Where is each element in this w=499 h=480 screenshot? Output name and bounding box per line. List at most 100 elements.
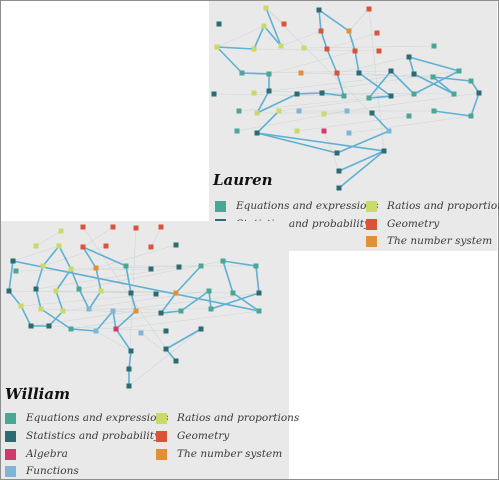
- equations-node: [341, 93, 347, 99]
- equations-swatch: [215, 200, 226, 212]
- ratios-node: [276, 108, 282, 114]
- geometry-node: [366, 6, 372, 12]
- faint-link: [95, 244, 177, 269]
- number-system-swatch: [366, 235, 377, 247]
- statistics-node: [266, 88, 272, 94]
- learning-path-branch: [128, 350, 132, 370]
- faint-link: [253, 73, 415, 94]
- statistics-node: [6, 288, 12, 294]
- equations-node: [178, 308, 184, 314]
- ratios-node: [278, 43, 284, 49]
- learning-path: [8, 245, 137, 332]
- geometry-node: [133, 225, 139, 231]
- statistics-swatch: [5, 430, 16, 442]
- functions-node: [86, 306, 92, 312]
- geometry-node: [80, 244, 86, 250]
- faint-link: [20, 293, 157, 307]
- functions-swatch: [5, 465, 16, 477]
- equations-node: [468, 78, 474, 84]
- equations-node: [256, 308, 262, 314]
- statistics-node: [173, 242, 179, 248]
- legend-label: Equations and expressions: [236, 200, 379, 212]
- ratios-node: [38, 306, 44, 312]
- faint-link: [241, 70, 392, 74]
- ratios-node: [98, 288, 104, 294]
- equations-node: [76, 286, 82, 292]
- statistics-node: [254, 130, 260, 136]
- legend-label: Geometry: [387, 218, 440, 230]
- ratios-node: [254, 110, 260, 116]
- learning-path-branch: [232, 292, 260, 312]
- statistics-node: [356, 70, 362, 76]
- equations-node: [253, 263, 259, 269]
- legend-label: Algebra: [26, 448, 68, 460]
- learning-path-branch: [180, 290, 210, 312]
- statistics-node: [176, 264, 182, 270]
- learning-path: [216, 7, 480, 117]
- functions-node: [110, 308, 116, 314]
- geometry-node: [318, 28, 324, 34]
- equations-node: [230, 290, 236, 296]
- learning-path-branch: [256, 132, 385, 152]
- equations-node: [431, 108, 437, 114]
- faint-link: [12, 245, 60, 262]
- statistics-node: [388, 68, 394, 74]
- statistics-node: [411, 71, 417, 77]
- algebra-node: [321, 128, 327, 134]
- statistics-node: [10, 258, 16, 264]
- statistics-node: [319, 90, 325, 96]
- learning-path-branch: [256, 110, 280, 134]
- faint-link: [265, 7, 390, 132]
- number-system-swatch: [156, 448, 167, 460]
- learning-path-branch: [336, 130, 390, 154]
- geometry-swatch: [366, 218, 377, 230]
- legend-label: The number system: [387, 235, 493, 247]
- equations-node: [208, 306, 214, 312]
- statistics-node: [163, 346, 169, 352]
- functions-node: [138, 330, 144, 336]
- statistics-node: [28, 323, 34, 329]
- lauren-panel: Lauren Equations and expressions Ratios …: [209, 1, 499, 251]
- william-learning-map: [6, 224, 262, 389]
- legend-label: Statistics and probability: [26, 430, 160, 442]
- ratios-node: [214, 44, 220, 50]
- william-legend-statistics: Statistics and probability: [5, 430, 160, 442]
- william-legend-geometry: Geometry: [156, 430, 229, 442]
- statistics-node: [476, 90, 482, 96]
- ratios-node: [261, 23, 267, 29]
- algebra-node: [113, 326, 119, 332]
- william-name-label: William: [5, 385, 70, 403]
- functions-node: [386, 128, 392, 134]
- lauren-legend-geometry: Geometry: [366, 218, 439, 230]
- statistics-node: [153, 291, 159, 297]
- equations-node: [451, 91, 457, 97]
- legend-label: Equations and expressions: [26, 412, 169, 424]
- geometry-node: [158, 224, 164, 230]
- number-system-node: [173, 290, 179, 296]
- equations-node: [198, 263, 204, 269]
- william-legend-equations: Equations and expressions: [5, 412, 169, 424]
- statistics-node: [126, 383, 132, 389]
- faint-link: [216, 25, 265, 48]
- statistics-node: [336, 168, 342, 174]
- faint-link: [303, 45, 435, 49]
- geometry-node: [334, 70, 340, 76]
- functions-node: [344, 108, 350, 114]
- geometry-node: [374, 30, 380, 36]
- learning-path-branch: [165, 328, 202, 350]
- geometry-node: [352, 48, 358, 54]
- statistics-node: [316, 7, 322, 13]
- statistics-node: [163, 328, 169, 334]
- statistics-node: [294, 91, 300, 97]
- statistics-node: [33, 286, 39, 292]
- ratios-node: [321, 111, 327, 117]
- functions-node: [346, 130, 352, 136]
- equations-node: [206, 288, 212, 294]
- geometry-node: [148, 244, 154, 250]
- geometry-node: [324, 46, 330, 52]
- faint-link: [368, 8, 385, 152]
- legend-label: Geometry: [177, 430, 230, 442]
- ratios-node: [58, 228, 64, 234]
- statistics-node: [334, 150, 340, 156]
- faint-link: [300, 72, 434, 78]
